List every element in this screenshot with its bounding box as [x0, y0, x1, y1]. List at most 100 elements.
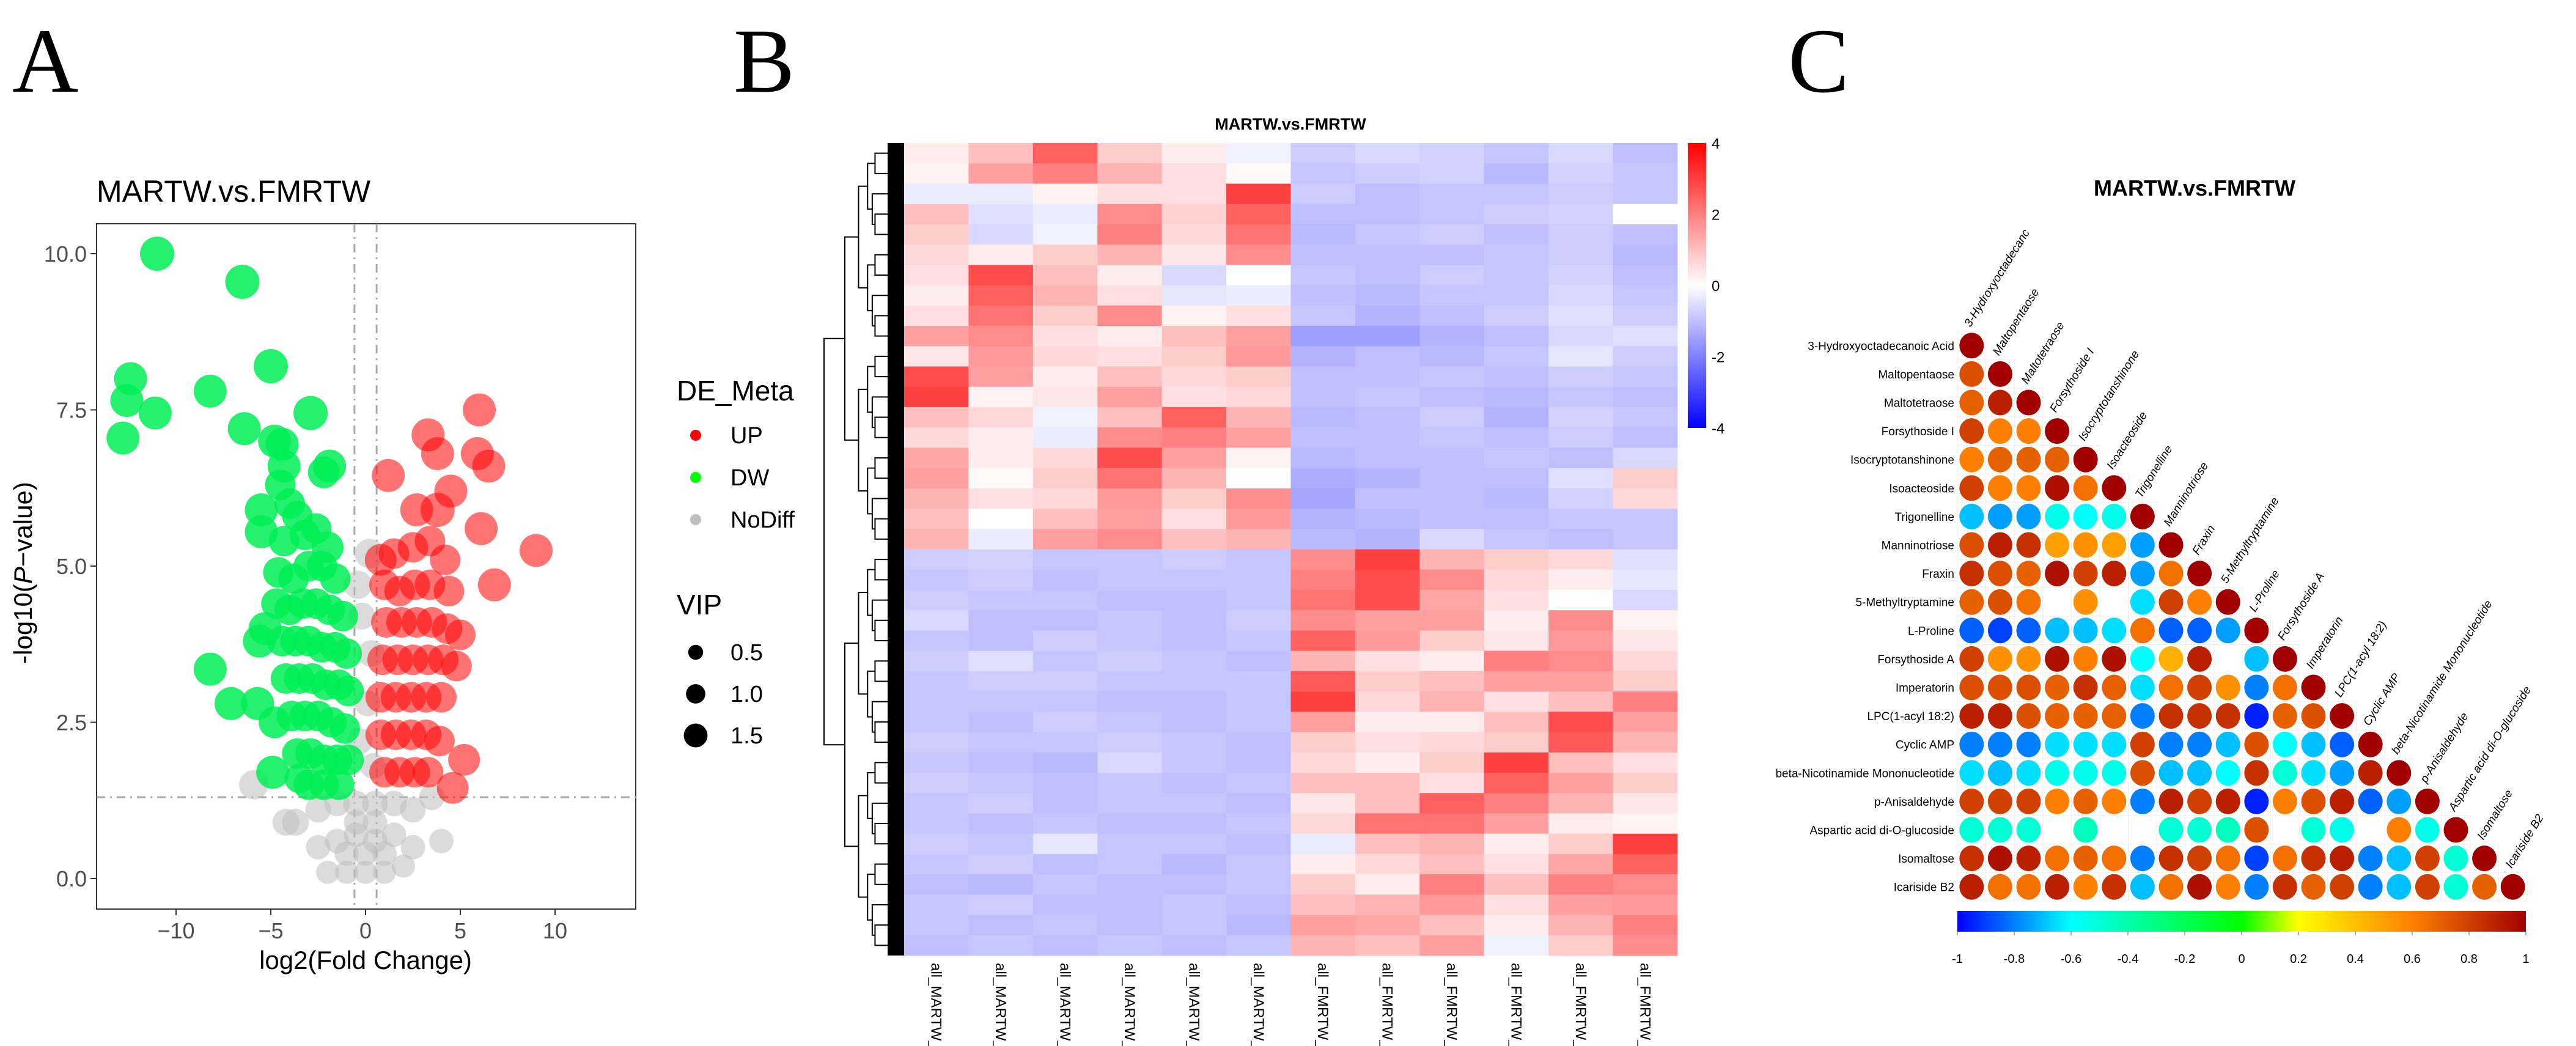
- heatmap-cell: [1161, 935, 1227, 956]
- correlation-circle: [2187, 674, 2212, 701]
- colorbar-tick-label: -0.8: [2004, 952, 2025, 966]
- point-dw: [329, 713, 360, 744]
- correlation-grid: [1957, 331, 2528, 902]
- correlation-circle: [2330, 731, 2355, 757]
- correlation-circle: [2244, 817, 2269, 843]
- correlation-column-label: beta-Nicotinamide Mononucleotide: [2390, 598, 2495, 756]
- correlation-circle: [2045, 418, 2070, 444]
- heatmap-cell: [1484, 630, 1549, 652]
- heatmap-cell: [1419, 346, 1485, 367]
- correlation-circle: [1987, 361, 2012, 387]
- correlation-circle: [2301, 731, 2326, 757]
- heatmap-cell: [968, 468, 1034, 489]
- heatmap-cell: [1097, 630, 1163, 652]
- heatmap-cell: [1032, 813, 1098, 834]
- heatmap-cell: [904, 305, 969, 326]
- correlation-circle: [2045, 503, 2070, 529]
- point-dw: [323, 769, 355, 800]
- heatmap-cell: [1161, 793, 1227, 814]
- heatmap-cell: [1032, 386, 1098, 408]
- correlation-circle: [2045, 561, 2070, 587]
- heatmap-cell: [1161, 224, 1227, 245]
- point-dw: [320, 563, 351, 594]
- heatmap-cell: [968, 853, 1034, 875]
- point-nodiff: [334, 841, 359, 866]
- heatmap-cell: [1226, 549, 1291, 570]
- heatmap-cell: [1613, 245, 1678, 265]
- correlation-circle: [2472, 845, 2497, 872]
- correlation-circle: [1959, 788, 1984, 814]
- dendrogram-branch: [874, 619, 888, 642]
- heatmap-cell: [1032, 204, 1098, 225]
- correlation-circle: [1959, 446, 1984, 473]
- dendrogram-branch: [874, 254, 888, 276]
- correlation-circle: [2130, 532, 2155, 558]
- correlation-row-label: Manninotriose: [1882, 540, 1954, 553]
- correlation-circle: [2330, 845, 2355, 872]
- heatmap-cell: [1097, 346, 1163, 367]
- heatmap-cell: [1032, 874, 1098, 895]
- heatmap-column-label: all_MARTW_4: [1121, 963, 1138, 1046]
- heatmap-cell: [1484, 245, 1549, 265]
- heatmap-cell: [1161, 894, 1227, 916]
- correlation-circle: [1987, 703, 2012, 729]
- point-up: [465, 512, 498, 545]
- correlation-circle: [2045, 845, 2070, 872]
- heatmap-cell: [904, 143, 969, 164]
- volcano-plot: MARTW.vs.FMRTW −10 −5 0 5 10 0.0 2.5 5.0 7.5 10.0…: [9, 174, 795, 974]
- heatmap-cell: [968, 813, 1034, 834]
- point-nodiff: [381, 822, 407, 847]
- heatmap-cell: [1097, 265, 1163, 286]
- heatmap-cell: [1419, 935, 1485, 956]
- heatmap-cell: [968, 204, 1034, 225]
- heatmap-cell: [1484, 752, 1549, 773]
- heatmap-cell: [1613, 468, 1678, 489]
- correlation-circle: [2016, 760, 2041, 786]
- heatmap-column-label: all_MARTW_5: [1185, 963, 1202, 1046]
- point-dw: [110, 384, 144, 418]
- correlation-cell: [2128, 815, 2157, 845]
- correlation-circle: [2045, 788, 2070, 814]
- heatmap-cell: [1613, 691, 1678, 712]
- heatmap-cell: [1097, 752, 1163, 773]
- heatmap-cell: [1419, 386, 1485, 408]
- heatmap-cell: [968, 772, 1034, 794]
- correlation-circle: [2158, 561, 2184, 587]
- correlation-circle: [2301, 845, 2326, 872]
- heatmap-cell: [1032, 569, 1098, 591]
- heatmap-cell: [1419, 366, 1485, 388]
- heatmap-cell: [1419, 488, 1485, 509]
- heatmap-cell: [1355, 712, 1420, 733]
- correlation-circle: [2130, 874, 2155, 900]
- heatmap-cell: [1032, 894, 1098, 916]
- heatmap-cell: [1161, 245, 1227, 265]
- correlation-circle: [2102, 674, 2127, 701]
- heatmap-cell: [1161, 163, 1227, 184]
- y-tick-label: 7.5: [56, 398, 87, 423]
- correlation-circle: [1987, 532, 2012, 558]
- correlation-row-label: Forsythoside A: [1877, 654, 1954, 666]
- heatmap-cell: [1419, 326, 1485, 347]
- point-dw: [254, 348, 288, 383]
- heatmap-cell: [1548, 650, 1614, 672]
- heatmap-cell: [1161, 915, 1227, 936]
- dendrogram-branch: [844, 236, 859, 441]
- heatmap-cell: [1226, 712, 1291, 733]
- correlation-circle: [2272, 845, 2297, 872]
- correlation-circle: [2102, 731, 2127, 757]
- point-up: [448, 743, 480, 776]
- heatmap-cell: [1290, 163, 1356, 184]
- heatmap-cell: [1032, 712, 1098, 733]
- heatmap-cell: [968, 245, 1034, 265]
- colorbar-tick-label: 0: [1712, 278, 1720, 295]
- correlation-colorbar: [1957, 911, 2526, 932]
- heatmap-cell: [1484, 447, 1549, 469]
- heatmap-cell: [1613, 346, 1678, 367]
- heatmap-cell: [1613, 224, 1678, 245]
- correlation-circle: [1987, 845, 2012, 872]
- legend-nodiff-label: NoDiff: [730, 507, 795, 533]
- heatmap-cell: [904, 265, 969, 286]
- correlation-cell: [2099, 815, 2129, 845]
- colorbar-tick-label: -0.2: [2174, 952, 2195, 966]
- heatmap-cell: [1419, 204, 1485, 225]
